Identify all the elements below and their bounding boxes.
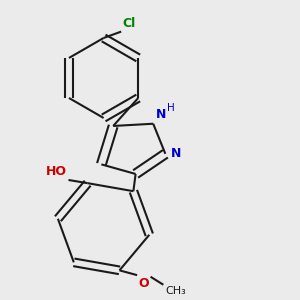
Text: H: H <box>167 103 175 113</box>
Text: CH₃: CH₃ <box>165 286 186 296</box>
Text: N: N <box>170 147 181 160</box>
Text: O: O <box>139 277 149 290</box>
Text: Cl: Cl <box>123 17 136 30</box>
Text: N: N <box>156 108 166 121</box>
Text: HO: HO <box>46 165 67 178</box>
